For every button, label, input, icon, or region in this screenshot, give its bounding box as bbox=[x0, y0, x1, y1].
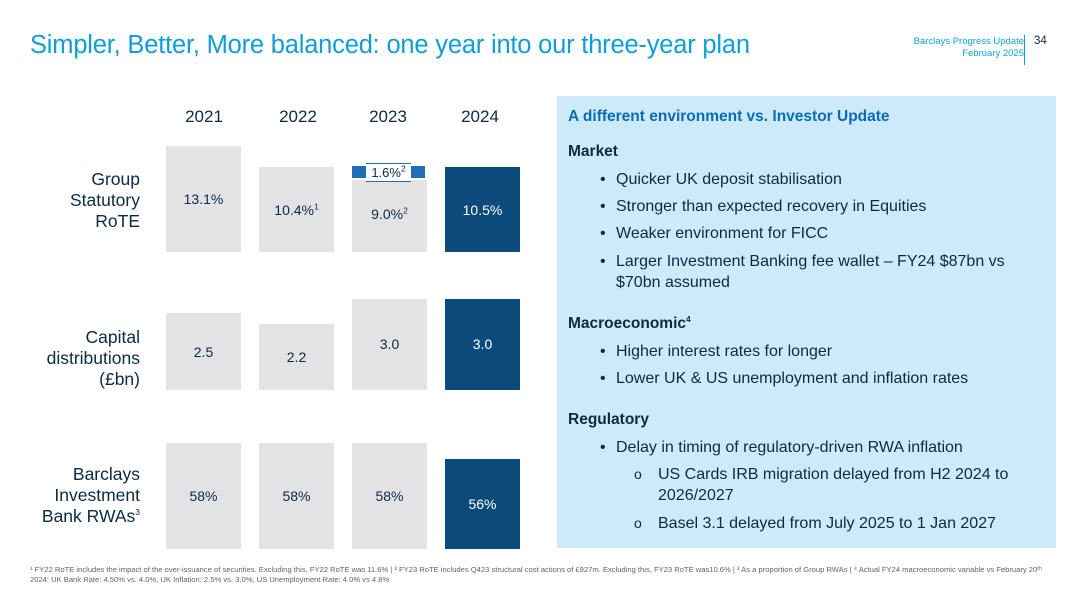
row-label-rote-line2: Statutory bbox=[69, 190, 140, 210]
tag-bracket-right bbox=[411, 166, 425, 178]
market-item-text-cont: $70bn assumed bbox=[616, 274, 730, 291]
document-title: Barclays Progress Update bbox=[913, 36, 1024, 47]
regulatory-item-text: Delay in timing of regulatory-driven RWA… bbox=[616, 439, 963, 456]
row-label-rwa-text: Bank RWAs bbox=[41, 506, 136, 526]
bar-capital-2022: 2.2 bbox=[259, 324, 334, 390]
bar-value: 2.5 bbox=[193, 344, 214, 360]
row-label-rwa-line2: Investment bbox=[54, 485, 140, 505]
bullet: • bbox=[600, 253, 606, 270]
bar-value-text: 9.0% bbox=[371, 206, 404, 222]
regulatory-subitem-text: Basel 3.1 delayed from July 2025 to 1 Ja… bbox=[658, 515, 996, 532]
year-2024: 2024 bbox=[461, 107, 499, 126]
bar-value: 58% bbox=[189, 488, 218, 504]
bar-value: 2.2 bbox=[286, 349, 307, 365]
row-label-capital-line2: distributions bbox=[46, 348, 140, 368]
macro-item-text: Lower UK & US unemployment and inflation… bbox=[616, 370, 969, 387]
page-title: Simpler, Better, More balanced: one year… bbox=[30, 31, 750, 59]
regulatory-subitem-1: o US Cards IRB migration delayed from H2 … bbox=[634, 464, 1008, 506]
bullet: • bbox=[600, 370, 606, 387]
macro-item-2: • Lower UK & US unemployment and inflatio… bbox=[600, 368, 968, 389]
bullet: • bbox=[600, 439, 606, 456]
market-item-1: • Quicker UK deposit stabilisation bbox=[600, 169, 842, 190]
bar-value: 58% bbox=[282, 488, 311, 504]
bar-rote-2021: 13.1% bbox=[166, 146, 241, 252]
bullet: • bbox=[600, 343, 606, 360]
bar-value: 9.0%2 bbox=[352, 206, 427, 222]
macro-item-text: Higher interest rates for longer bbox=[616, 343, 833, 360]
bar-rote-2023: 9.0%2 bbox=[352, 180, 427, 252]
tag-bracket-left bbox=[352, 166, 366, 178]
bar-capital-2021: 2.5 bbox=[166, 313, 241, 390]
bar-value-text: 10.4% bbox=[274, 202, 314, 218]
year-2023: 2023 bbox=[369, 107, 407, 126]
market-item-4: • Larger Investment Banking fee wallet – … bbox=[600, 251, 1005, 293]
header-divider bbox=[1024, 35, 1025, 65]
rote-adjustment-value: 1.6% bbox=[371, 165, 401, 180]
page-number: 34 bbox=[1034, 35, 1047, 47]
bar-value: 56% bbox=[468, 496, 497, 512]
market-item-3: • Weaker environment for FICC bbox=[600, 223, 828, 244]
row-label-rwa: Barclays Investment Bank RWAs3 bbox=[42, 464, 140, 527]
footnote: ¹ FY22 RoTE includes the impact of the o… bbox=[30, 565, 1042, 584]
panel-heading: A different environment vs. Investor Upd… bbox=[568, 108, 890, 125]
bar-capital-2024: 3.0 bbox=[445, 299, 520, 390]
bar-rote-2024: 10.5% bbox=[445, 167, 520, 252]
bar-value-sup: 1 bbox=[313, 201, 319, 212]
macro-heading-text: Macroeconomic bbox=[568, 315, 687, 332]
market-item-text: Larger Investment Banking fee wallet – F… bbox=[616, 253, 1005, 270]
year-2022: 2022 bbox=[279, 107, 317, 126]
row-label-rwa-line1: Barclays bbox=[72, 464, 140, 484]
rote-adjustment-sup: 2 bbox=[400, 163, 406, 174]
bar-rwa-2022: 58% bbox=[259, 443, 334, 549]
bar-capital-2023: 3.0 bbox=[352, 299, 427, 390]
bar-value: 13.1% bbox=[183, 191, 224, 207]
bar-rwa-2024: 56% bbox=[445, 459, 520, 549]
row-label-rote: Group Statutory RoTE bbox=[70, 169, 140, 232]
sub-bullet: o bbox=[634, 515, 642, 531]
rote-adjustment-tag: 1.6%2 bbox=[366, 163, 411, 182]
row-label-rwa-line3: Bank RWAs3 bbox=[42, 506, 140, 527]
market-item-text: Weaker environment for FICC bbox=[616, 225, 829, 242]
bullet: • bbox=[600, 171, 606, 188]
row-label-capital-line3: (£bn) bbox=[99, 369, 140, 389]
market-item-text: Stronger than expected recovery in Equit… bbox=[616, 198, 927, 215]
macro-heading-sup: 4 bbox=[686, 313, 691, 324]
market-item-2: • Stronger than expected recovery in Equi… bbox=[600, 196, 926, 217]
regulatory-subitem-2: o Basel 3.1 delayed from July 2025 to 1 J… bbox=[634, 513, 996, 534]
row-label-rote-line1: Group bbox=[91, 169, 140, 189]
market-heading: Market bbox=[568, 143, 618, 160]
year-2021: 2021 bbox=[185, 107, 223, 126]
market-item-text: Quicker UK deposit stabilisation bbox=[616, 171, 842, 188]
bar-value: 10.5% bbox=[462, 202, 503, 218]
regulatory-subitem-text-cont: 2026/2027 bbox=[658, 487, 734, 504]
environment-panel bbox=[557, 96, 1056, 548]
bar-value: 58% bbox=[375, 488, 404, 504]
bar-value: 3.0 bbox=[472, 336, 493, 352]
row-label-rote-line3: RoTE bbox=[95, 211, 140, 231]
row-label-capital: Capital distributions (£bn) bbox=[47, 327, 140, 390]
bar-rote-2022: 10.4%1 bbox=[259, 167, 334, 252]
sub-bullet: o bbox=[634, 466, 642, 482]
bar-value: 10.4%1 bbox=[259, 202, 334, 218]
macro-heading: Macroeconomic4 bbox=[568, 315, 691, 333]
bullet: • bbox=[600, 225, 606, 242]
macro-item-1: • Higher interest rates for longer bbox=[600, 341, 832, 362]
bar-rwa-2023: 58% bbox=[352, 443, 427, 549]
regulatory-heading: Regulatory bbox=[568, 411, 649, 428]
document-info: Barclays Progress Update February 2025 bbox=[914, 36, 1024, 60]
row-label-capital-line1: Capital bbox=[85, 327, 140, 347]
bar-rwa-2021: 58% bbox=[166, 443, 241, 549]
bullet: • bbox=[600, 198, 606, 215]
document-date: February 2025 bbox=[962, 48, 1024, 59]
regulatory-subitem-text: US Cards IRB migration delayed from H2 2… bbox=[658, 466, 1009, 483]
row-label-rwa-sup: 3 bbox=[135, 507, 140, 518]
regulatory-item-1: • Delay in timing of regulatory-driven RW… bbox=[600, 437, 963, 458]
bar-value: 3.0 bbox=[379, 336, 400, 352]
bar-value-sup: 2 bbox=[403, 205, 408, 216]
